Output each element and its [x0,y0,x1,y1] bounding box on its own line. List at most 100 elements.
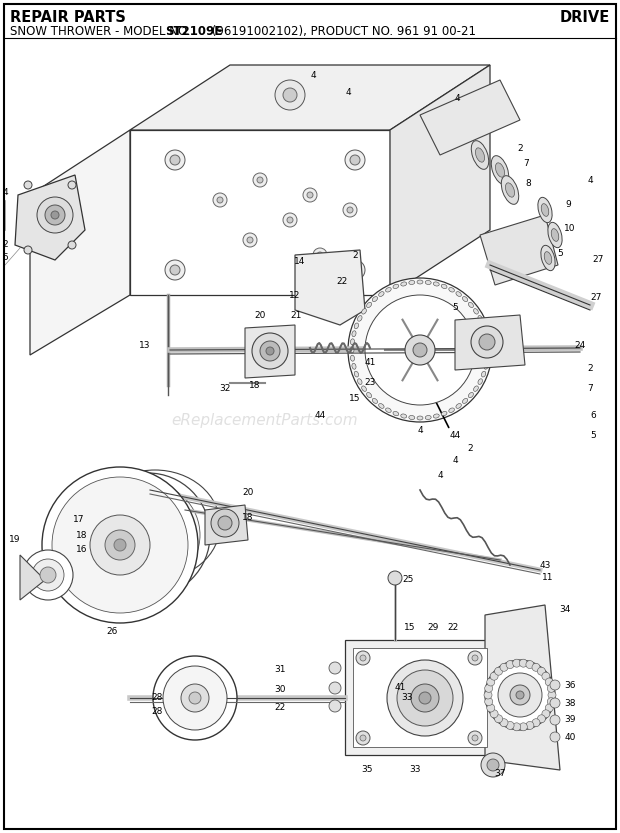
Circle shape [283,213,297,227]
Ellipse shape [474,309,479,314]
Ellipse shape [417,416,423,420]
Circle shape [495,667,503,676]
Circle shape [490,710,498,718]
Ellipse shape [541,246,555,271]
Ellipse shape [425,416,431,420]
Circle shape [550,732,560,742]
Text: 22: 22 [337,277,348,287]
Circle shape [348,278,492,422]
Ellipse shape [350,339,355,345]
Text: 44: 44 [450,431,461,440]
Circle shape [243,233,257,247]
Circle shape [307,192,313,198]
Text: 7: 7 [587,383,593,392]
Text: 22: 22 [448,623,459,632]
Circle shape [413,343,427,357]
Text: 34: 34 [559,606,570,615]
Circle shape [170,155,180,165]
Circle shape [468,651,482,665]
Ellipse shape [486,347,490,353]
Circle shape [487,678,495,686]
Text: 28: 28 [151,707,162,716]
Circle shape [211,509,239,537]
Circle shape [545,704,553,712]
Polygon shape [480,215,558,285]
Circle shape [275,80,305,110]
Circle shape [513,723,521,731]
Ellipse shape [484,331,488,337]
Circle shape [532,719,540,726]
Circle shape [105,530,135,560]
Circle shape [170,265,180,275]
Text: REPAIR PARTS: REPAIR PARTS [10,9,126,24]
Circle shape [329,700,341,712]
Circle shape [86,473,210,597]
Ellipse shape [468,302,474,307]
Text: 43: 43 [539,561,551,570]
Text: 11: 11 [542,573,554,582]
Circle shape [513,659,521,667]
Polygon shape [295,250,365,325]
Text: (96191002102), PRODUCT NO. 961 91 00-21: (96191002102), PRODUCT NO. 961 91 00-21 [208,24,476,37]
Ellipse shape [495,162,505,177]
Polygon shape [353,648,487,747]
Ellipse shape [471,141,489,169]
Ellipse shape [433,414,439,418]
Circle shape [360,735,366,741]
Ellipse shape [350,355,355,362]
Text: 5: 5 [590,431,596,440]
Ellipse shape [417,280,423,284]
Ellipse shape [449,287,454,292]
Text: 9: 9 [565,199,571,208]
Text: 15: 15 [404,623,416,632]
Polygon shape [345,640,495,755]
Ellipse shape [505,182,515,197]
Circle shape [479,334,495,350]
Text: 7: 7 [523,158,529,167]
Text: 8: 8 [525,178,531,187]
Circle shape [350,155,360,165]
Polygon shape [20,555,45,600]
Circle shape [500,663,508,671]
Polygon shape [420,80,520,155]
Text: 30: 30 [274,686,286,695]
Ellipse shape [358,316,362,322]
Text: 19: 19 [9,536,20,545]
Circle shape [303,188,317,202]
Circle shape [550,698,560,708]
Circle shape [545,678,553,686]
Text: 29: 29 [427,623,439,632]
Polygon shape [245,325,295,378]
Circle shape [252,333,288,369]
Ellipse shape [491,156,509,184]
Text: 4: 4 [437,471,443,480]
Ellipse shape [541,203,549,217]
Text: 16: 16 [76,546,88,555]
Text: 44: 44 [314,411,326,420]
Text: 2: 2 [2,240,8,248]
Ellipse shape [456,292,461,297]
Circle shape [388,571,402,585]
Ellipse shape [354,323,358,329]
Ellipse shape [354,372,358,377]
Circle shape [484,691,492,699]
Ellipse shape [379,404,384,408]
Ellipse shape [358,379,362,384]
Circle shape [547,698,556,706]
Text: 33: 33 [401,692,413,701]
Circle shape [90,515,150,575]
Text: 17: 17 [73,516,85,525]
Text: 2: 2 [467,443,473,452]
Circle shape [550,680,560,690]
Circle shape [500,719,508,726]
Text: 27: 27 [590,293,601,302]
Circle shape [471,326,503,358]
Circle shape [472,735,478,741]
Ellipse shape [386,287,391,292]
Circle shape [356,731,370,745]
Text: 12: 12 [290,291,301,300]
Ellipse shape [352,331,356,337]
Text: 5: 5 [557,248,563,257]
Polygon shape [485,605,560,770]
Ellipse shape [481,323,485,329]
